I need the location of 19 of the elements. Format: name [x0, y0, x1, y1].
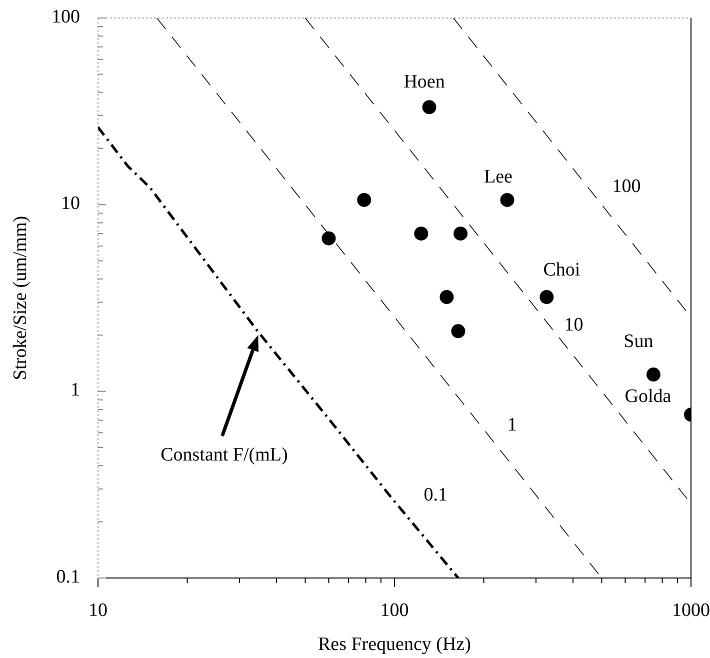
y-tick-label: 0.1: [56, 566, 80, 588]
annotation: Constant F/(mL): [160, 444, 288, 466]
y-tick-label: 10: [61, 193, 80, 214]
annotation: Hoen: [404, 72, 446, 93]
annotation: Lee: [484, 166, 512, 188]
annotation: 0.1: [424, 484, 448, 506]
y-axis-title: Stroke/Size (um/mm): [10, 216, 31, 380]
x-tick-label: 100: [380, 600, 409, 621]
x-tick-label: 1000: [672, 600, 710, 621]
x-tick-label: 10: [88, 600, 108, 621]
annotation: 100: [612, 176, 641, 198]
x-axis-title: Res Frequency (Hz): [318, 634, 472, 655]
annotation: Sun: [624, 330, 654, 352]
y-tick-label: 100: [52, 6, 80, 28]
annotation: 10: [564, 314, 584, 336]
annotation: Golda: [624, 386, 672, 408]
annotation: Choi: [543, 259, 580, 280]
y-tick-label: 1: [70, 380, 80, 401]
annotation: 1: [507, 414, 517, 436]
